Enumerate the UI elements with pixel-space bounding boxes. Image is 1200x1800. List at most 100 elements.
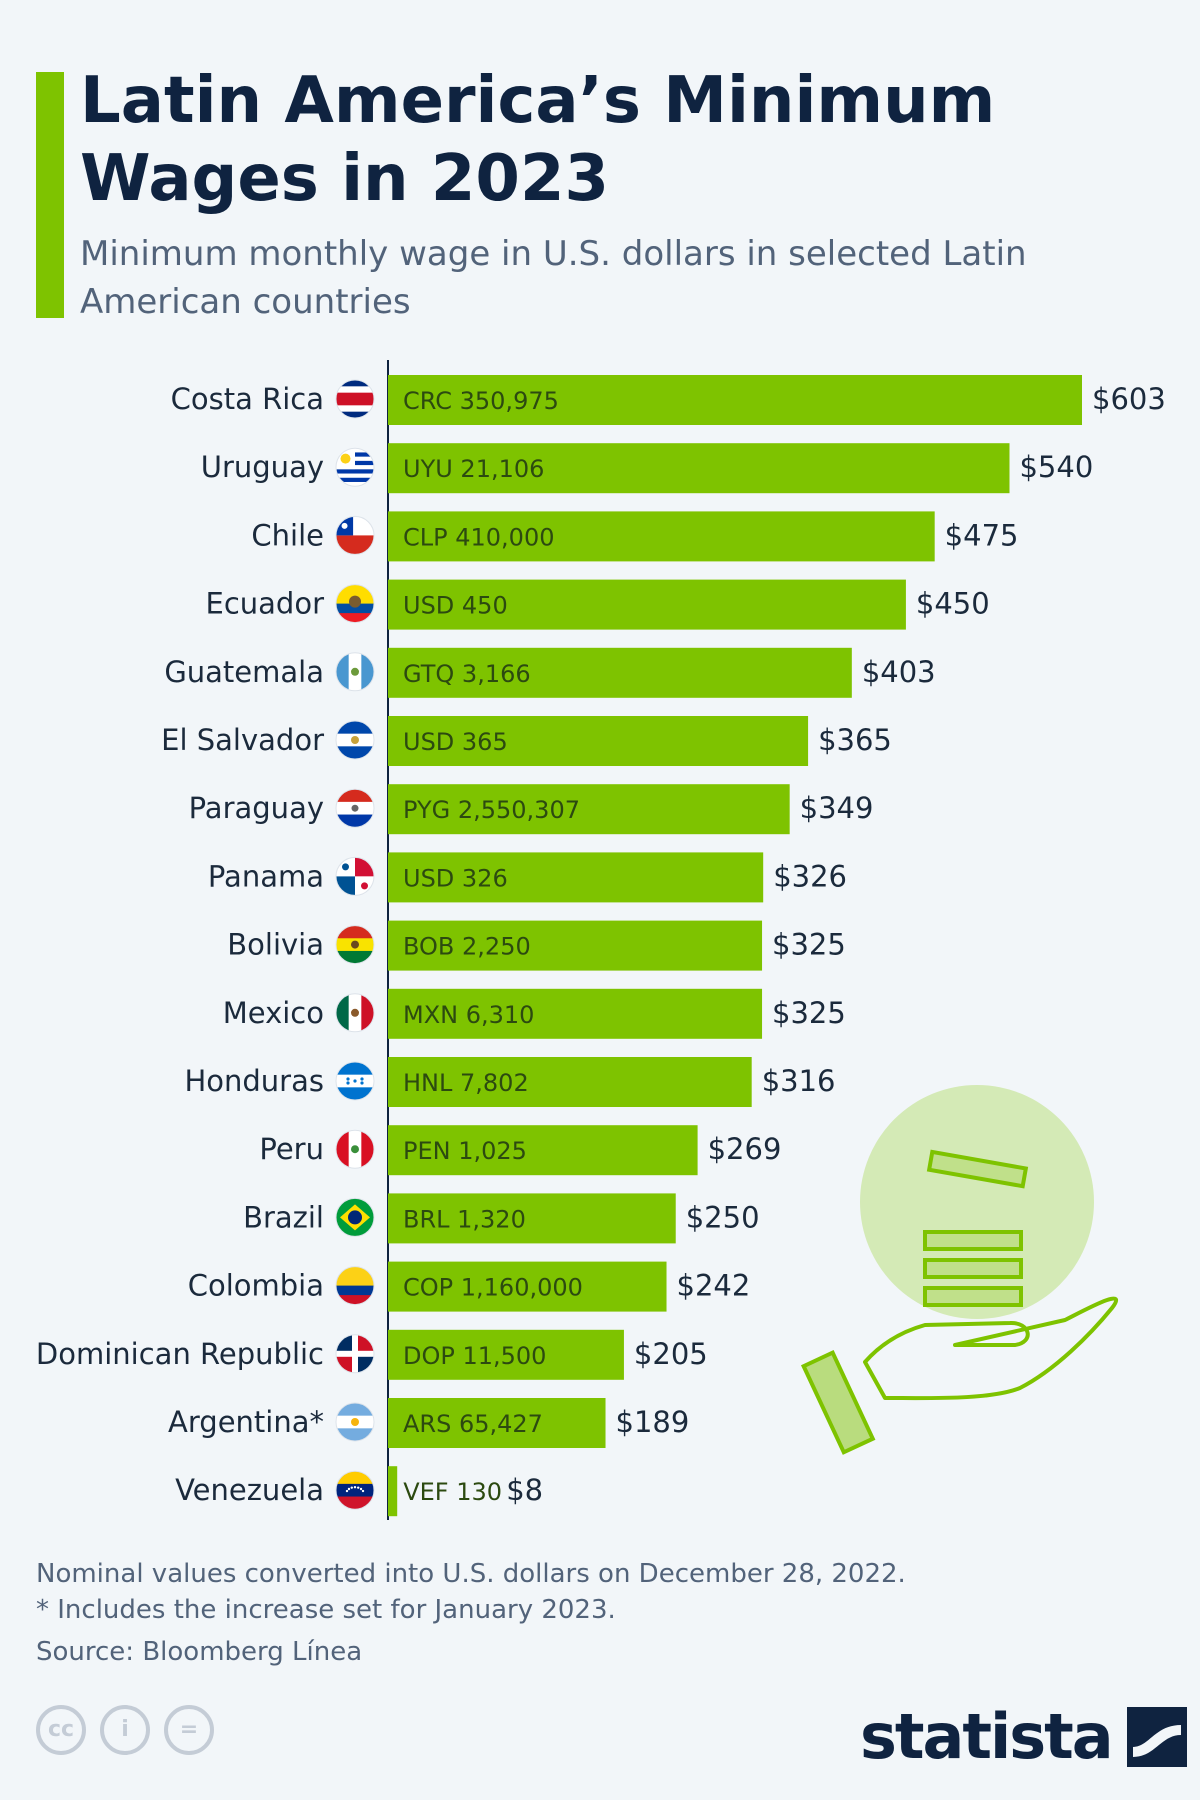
local-currency-label: ARS 65,427 [403, 1410, 543, 1438]
country-label: Dominican Republic [36, 1337, 324, 1371]
local-currency-label: BOB 2,250 [403, 933, 531, 961]
bar-row: El Salvador USD 365 $365 [161, 716, 892, 766]
country-label: Honduras [184, 1064, 324, 1098]
local-currency-label: VEF 130 [403, 1478, 502, 1506]
bar-row: Peru PEN 1,025 $269 [259, 1125, 782, 1176]
bar-row: Chile CLP 410,000 $475 [251, 511, 1019, 562]
illustration-circle [860, 1085, 1094, 1319]
chart-title: Latin America’s Minimum Wages in 2023 [80, 64, 996, 216]
bar [388, 1329, 624, 1380]
value-label: $325 [772, 928, 846, 962]
country-label: Costa Rica [171, 382, 324, 416]
bar-row: Costa Rica CRC 350,975 $603 [171, 375, 1166, 425]
value-label: $205 [634, 1337, 708, 1371]
country-label: Venezuela [175, 1473, 324, 1507]
peru-flag-icon [335, 1129, 375, 1169]
local-currency-label: USD 365 [403, 728, 508, 756]
coins-hand-illustration [800, 1085, 1119, 1455]
local-currency-label: COP 1,160,000 [403, 1274, 583, 1302]
bar-row: Colombia COP 1,160,000 $242 [188, 1261, 750, 1312]
value-label: $365 [818, 723, 892, 757]
value-label: $269 [708, 1132, 782, 1166]
bar [388, 1057, 752, 1107]
mexico-flag-icon [335, 993, 375, 1033]
local-currency-label: CRC 350,975 [403, 387, 559, 415]
bar-row: Guatemala GTQ 3,166 $403 [164, 647, 936, 698]
guatemala-flag-icon [335, 652, 375, 692]
value-label: $450 [916, 587, 990, 621]
local-currency-label: PYG 2,550,307 [403, 796, 580, 824]
bar-row: Brazil BRL 1,320 $250 [243, 1193, 760, 1244]
value-label: $403 [862, 655, 936, 689]
hand-icon [863, 1296, 1119, 1401]
bar [388, 988, 763, 1039]
bar [388, 1125, 698, 1176]
bar-chart: Costa Rica CRC 350,975 $603 Uruguay UYU 21,1… [36, 360, 1166, 1520]
uruguay-flag-icon [335, 447, 375, 487]
no-derivatives-icon[interactable]: = [164, 1705, 214, 1755]
license-icons: cc i = [36, 1705, 228, 1755]
attribution-icon[interactable]: i [100, 1705, 150, 1755]
bar [388, 852, 764, 903]
bar-row: Paraguay PYG 2,550,307 $349 [189, 784, 874, 835]
country-label: Mexico [223, 996, 324, 1030]
value-label: $316 [762, 1064, 836, 1098]
argentina-flag-icon [335, 1402, 375, 1442]
country-label: Uruguay [201, 450, 324, 484]
local-currency-label: HNL 7,802 [403, 1069, 529, 1097]
el-salvador-flag-icon [335, 720, 375, 760]
panama-flag-icon [335, 856, 375, 896]
footnote-argentina: * Includes the increase set for January … [36, 1595, 616, 1625]
value-label: $326 [773, 859, 847, 893]
country-label: Panama [208, 859, 324, 893]
bar-row: Mexico MXN 6,310 $325 [223, 988, 846, 1039]
bar-row: Panama USD 326 $326 [208, 852, 847, 903]
local-currency-label: MXN 6,310 [403, 1001, 534, 1029]
country-label: Guatemala [164, 655, 324, 689]
chile-flag-icon [335, 515, 375, 555]
bar [388, 784, 790, 835]
honduras-flag-icon [335, 1061, 375, 1101]
value-label: $250 [686, 1200, 760, 1234]
bar [388, 1398, 606, 1448]
statista-wordmark: statista [860, 1700, 1114, 1773]
bolivia-flag-icon [335, 925, 375, 965]
country-label: Argentina* [168, 1405, 324, 1439]
value-label: $325 [772, 996, 846, 1030]
bar-row: Ecuador USD 450 $450 [206, 579, 990, 630]
coin-icon [923, 1149, 1029, 1307]
value-label: $349 [800, 791, 874, 825]
bar-row: Honduras HNL 7,802 $316 [184, 1057, 836, 1107]
bar [388, 1193, 676, 1244]
value-label: $8 [506, 1473, 543, 1507]
bar [388, 443, 1010, 494]
hand-cuff-icon [800, 1349, 876, 1455]
country-label: El Salvador [161, 723, 324, 757]
bar-row: Bolivia BOB 2,250 $325 [227, 920, 846, 971]
country-label: Colombia [188, 1269, 324, 1303]
value-label: $189 [616, 1405, 690, 1439]
local-currency-label: PEN 1,025 [403, 1137, 527, 1165]
local-currency-label: DOP 11,500 [403, 1342, 546, 1370]
value-label: $603 [1092, 382, 1166, 416]
statista-logo[interactable]: statista [860, 1700, 1187, 1773]
creative-commons-icon[interactable]: cc [36, 1705, 86, 1755]
bar-row: Dominican Republic DOP 11,500 $205 [36, 1329, 708, 1380]
local-currency-label: USD 326 [403, 864, 508, 892]
venezuela-flag-icon [335, 1470, 375, 1510]
bar-row: Argentina* ARS 65,427 $189 [168, 1398, 689, 1448]
local-currency-label: CLP 410,000 [403, 523, 554, 551]
value-label: $475 [945, 518, 1019, 552]
dominican-republic-flag-icon [335, 1334, 375, 1374]
local-currency-label: USD 450 [403, 592, 508, 620]
local-currency-label: GTQ 3,166 [403, 660, 531, 688]
statista-mark-icon [1126, 1706, 1187, 1767]
costa-rica-flag-icon [335, 379, 375, 419]
bar [388, 647, 852, 698]
footnote-source: Source: Bloomberg Línea [36, 1637, 363, 1667]
title-accent-bar [36, 72, 64, 318]
country-label: Peru [259, 1132, 324, 1166]
country-label: Chile [251, 518, 324, 552]
bar [388, 375, 1082, 425]
bar-row: Uruguay UYU 21,106 $540 [201, 443, 1093, 494]
